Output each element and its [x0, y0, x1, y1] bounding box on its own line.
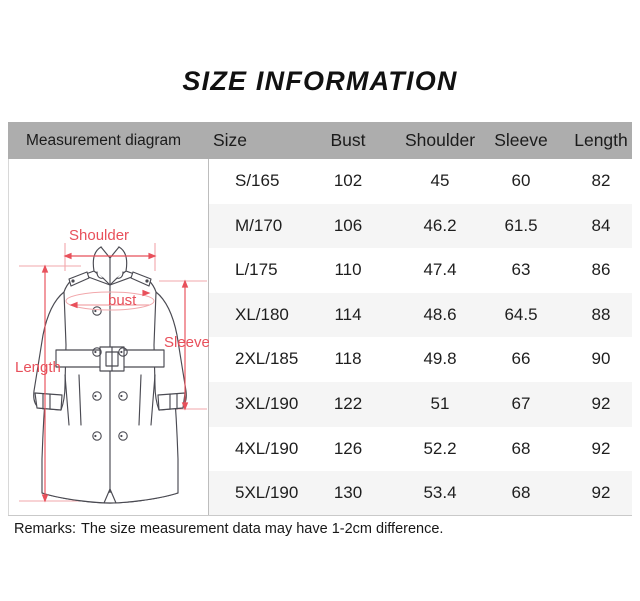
- cell-length: 86: [591, 260, 611, 280]
- remarks-text: The size measurement data may have 1-2cm…: [81, 521, 444, 537]
- table-row: 4XL/190 126 52.2 68 92: [209, 426, 632, 472]
- table-body: S/165 102 45 60 82 M/170 106 46.2 61.5 8…: [209, 159, 632, 516]
- column-header-sleeve: Sleeve: [494, 130, 548, 150]
- annotation-sleeve: Sleeve: [164, 334, 210, 351]
- column-header-shoulder: Shoulder: [404, 130, 476, 150]
- cell-length: 90: [591, 349, 611, 369]
- cell-bust: 126: [333, 438, 363, 458]
- column-header-bust: Bust: [330, 130, 366, 150]
- cell-bust: 122: [333, 394, 363, 413]
- cell-shoulder: 49.8: [423, 349, 457, 369]
- cell-shoulder: 45: [430, 171, 450, 190]
- size-table: Measurement diagram Size Bust Shoulder S…: [8, 122, 632, 516]
- cell-bust: 130: [333, 483, 363, 503]
- cell-length: 92: [591, 483, 611, 503]
- cell-shoulder: 53.4: [423, 483, 457, 503]
- column-header-length: Length: [574, 130, 628, 150]
- cell-sleeve: 67: [511, 394, 531, 413]
- measurement-diagram-cell: Shoulder bust Length Sleeve: [8, 159, 210, 516]
- table-row: 2XL/185 118 49.8 66 90: [209, 337, 632, 382]
- cell-sleeve: 61.5: [504, 215, 538, 235]
- cell-length: 84: [591, 215, 611, 235]
- cell-size: 5XL/190: [235, 483, 299, 503]
- cell-shoulder: 47.4: [423, 260, 457, 280]
- cell-size: 2XL/185: [235, 349, 299, 369]
- remarks-label: Remarks:: [14, 521, 77, 537]
- cell-bust: 102: [333, 171, 363, 190]
- table-row: XL/180 114 48.6 64.5 88: [209, 292, 632, 338]
- table-header-row: Measurement diagram Size Bust Shoulder S…: [8, 122, 632, 159]
- cell-sleeve: 68: [511, 438, 531, 458]
- column-header-diagram: Measurement diagram: [26, 132, 182, 149]
- table-row: L/175 110 47.4 63 86: [209, 248, 632, 293]
- page-title: SIZE INFORMATION: [182, 66, 458, 96]
- cell-sleeve: 63: [511, 260, 531, 280]
- cell-length: 92: [591, 394, 611, 413]
- annotation-length: Length: [15, 359, 61, 376]
- cell-shoulder: 46.2: [423, 215, 457, 235]
- cell-size: L/175: [235, 260, 278, 280]
- table-bottom-border: [8, 515, 632, 516]
- cell-bust: 118: [334, 349, 362, 369]
- table-row: S/165 102 45 60 82: [209, 159, 632, 204]
- table-row: 5XL/190 130 53.4 68 92: [209, 471, 632, 516]
- cell-size: M/170: [235, 215, 283, 235]
- cell-size: 3XL/190: [235, 394, 299, 413]
- cell-shoulder: 51: [430, 394, 450, 413]
- table-row: M/170 106 46.2 61.5 84: [209, 203, 632, 249]
- cell-bust: 110: [334, 260, 362, 280]
- cell-size: XL/180: [235, 304, 289, 324]
- cell-sleeve: 66: [511, 349, 531, 369]
- remarks: Remarks: The size measurement data may ha…: [14, 521, 443, 537]
- cell-sleeve: 68: [511, 483, 531, 503]
- trench-coat-diagram-icon: [19, 243, 207, 504]
- cell-sleeve: 64.5: [504, 304, 538, 324]
- annotation-bust: bust: [108, 292, 137, 309]
- cell-shoulder: 52.2: [423, 438, 457, 458]
- cell-sleeve: 60: [511, 171, 531, 190]
- cell-bust: 106: [333, 215, 363, 235]
- cell-shoulder: 48.6: [423, 304, 457, 324]
- annotation-shoulder: Shoulder: [69, 227, 130, 244]
- column-header-size: Size: [212, 130, 248, 150]
- cell-bust: 114: [334, 304, 362, 324]
- cell-length: 92: [591, 438, 611, 458]
- cell-size: S/165: [235, 171, 280, 190]
- cell-length: 88: [591, 304, 611, 324]
- cell-length: 82: [591, 171, 611, 190]
- cell-size: 4XL/190: [235, 438, 299, 458]
- table-row: 3XL/190 122 51 67 92: [209, 382, 632, 427]
